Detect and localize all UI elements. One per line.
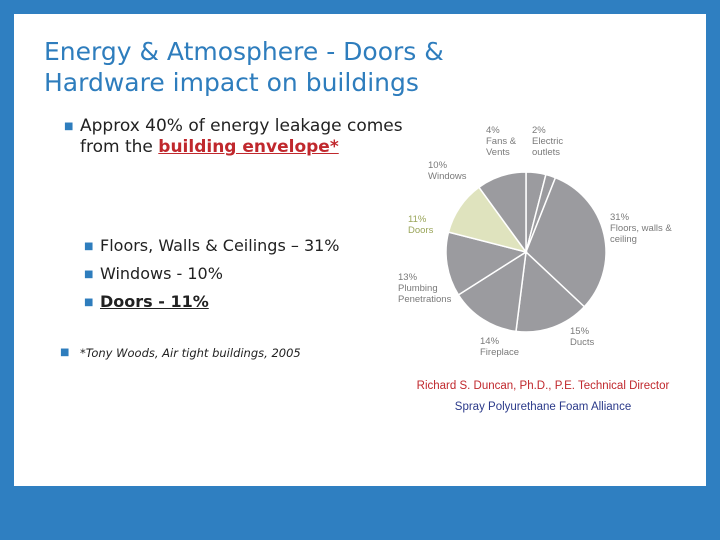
main-bullet-text: Approx 40% of energy leakage comes from … — [80, 116, 403, 157]
label-floors-walls: 31% Floors, walls & ceiling — [610, 212, 672, 245]
credit-author: Richard S. Duncan, Ph.D., P.E. Technical… — [416, 380, 670, 392]
pie-slice-windows — [477, 171, 527, 255]
label-fans-vents: 4% Fans & Vents — [486, 125, 517, 158]
sub-bullet-floors: Floors, Walls & Ceilings – 31% — [100, 236, 340, 255]
label-ducts: 15% Ducts — [570, 326, 595, 348]
citation-text: *Tony Woods, Air tight buildings, 2005 — [80, 346, 301, 360]
label-windows: 10% Windows — [428, 160, 467, 182]
main-bullet: Approx 40% of energy leakage comes from … — [80, 116, 410, 158]
pie-slice-fireplace — [457, 250, 527, 333]
sub-bullet-marker: ■ — [84, 297, 94, 308]
sub-bullet-doors: Doors - 11% — [100, 292, 209, 311]
bullet-marker: ■ — [64, 121, 74, 132]
label-doors: 11% Doors — [408, 214, 434, 236]
pie-slice-floors-walls-ceiling — [525, 176, 607, 308]
pie-slice-plumbing-penetrations — [445, 231, 528, 296]
label-fireplace: 14% Fireplace — [480, 336, 520, 358]
label-plumbing: 13% Plumbing Penetrations — [398, 272, 452, 305]
citation-marker: ■ — [60, 347, 70, 358]
credit-organization: Spray Polyurethane Foam Alliance — [454, 401, 632, 413]
pie-slice-ducts — [515, 250, 586, 333]
sub-bullet-marker: ■ — [84, 269, 94, 280]
slide-title: Energy & Atmosphere - Doors & Hardware i… — [44, 37, 444, 97]
sub-bullet-windows: Windows - 10% — [100, 264, 223, 283]
building-envelope-link: building envelope* — [158, 137, 339, 157]
label-electric-outlets: 2% Electric outlets — [532, 125, 564, 158]
sub-bullet-marker: ■ — [84, 241, 94, 252]
